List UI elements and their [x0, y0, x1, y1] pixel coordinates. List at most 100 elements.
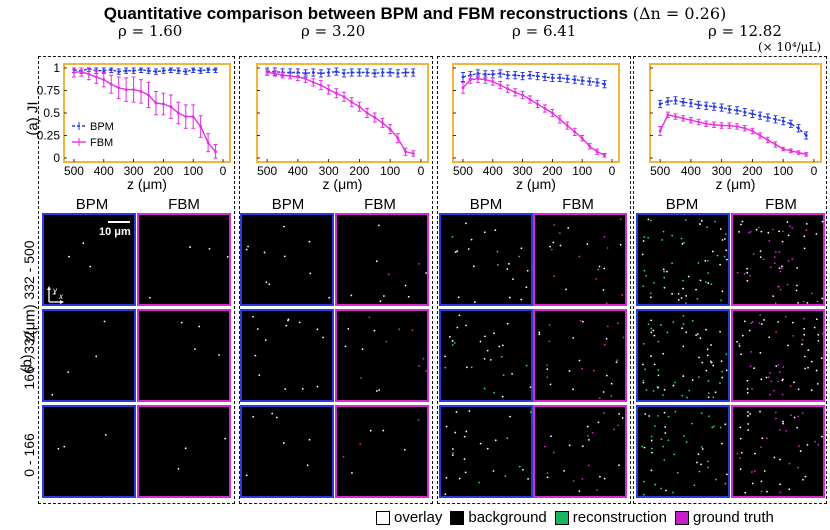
- particle-dot: [189, 246, 191, 248]
- particle-dot: [645, 388, 648, 391]
- particle-dot: [684, 302, 687, 304]
- data-point-fbm: [674, 115, 677, 118]
- data-point-fbm: [288, 74, 292, 78]
- particle-dot: [615, 361, 618, 364]
- data-point-bpm: [373, 72, 377, 75]
- data-point-bpm: [491, 72, 495, 76]
- col-header-fbm-2: FBM: [364, 196, 396, 213]
- x-tick-label: 300: [712, 164, 732, 178]
- particle-dot: [671, 262, 673, 265]
- particle-dot: [708, 415, 710, 418]
- particle-dot: [265, 281, 268, 284]
- particle-dot: [451, 344, 454, 346]
- particle-dot: [682, 322, 685, 325]
- data-point-fbm: [117, 86, 121, 90]
- particle-dot: [617, 424, 620, 427]
- particle-dot: [673, 453, 676, 456]
- particle-dot: [693, 484, 696, 487]
- data-point-fbm: [273, 72, 277, 75]
- particle-dot: [322, 336, 324, 339]
- data-point-bpm: [558, 76, 562, 80]
- particle-dot: [774, 250, 777, 253]
- particle-dot: [683, 241, 685, 244]
- particle-dot: [711, 250, 714, 253]
- particle-dot: [782, 230, 784, 233]
- particle-dot: [680, 237, 683, 240]
- particle-dot: [779, 491, 782, 494]
- particle-dot: [454, 251, 457, 254]
- particle-dot: [529, 411, 532, 414]
- particle-dot: [445, 425, 448, 428]
- col-header-bpm-4: BPM: [665, 196, 699, 213]
- data-point-bpm: [758, 114, 762, 118]
- particle-dot: [772, 295, 775, 297]
- particle-dot: [647, 323, 650, 326]
- particle-dot: [359, 443, 362, 446]
- fbm-tile-rho2-z3: [335, 405, 429, 498]
- particle-dot: [538, 331, 541, 334]
- particle-dot: [445, 476, 448, 479]
- particle-dot: [774, 302, 777, 305]
- bpm-tile-rho3-z3: [439, 405, 533, 498]
- particle-dot: [681, 327, 683, 330]
- particle-dot: [504, 475, 507, 477]
- bpm-tile-rho1-z1: [42, 213, 136, 306]
- data-point-bpm: [804, 134, 808, 137]
- data-point-bpm: [461, 75, 465, 79]
- data-point-fbm: [704, 122, 708, 126]
- data-point-fbm: [461, 86, 465, 90]
- particle-dot: [657, 414, 659, 417]
- particle-dot: [650, 319, 652, 322]
- particle-dot: [778, 267, 781, 270]
- data-point-fbm: [506, 87, 510, 91]
- particle-dot: [422, 357, 425, 360]
- particle-dot: [642, 342, 645, 345]
- particle-dot: [465, 222, 467, 225]
- x-tick-label: 300: [124, 164, 144, 178]
- particle-dot: [672, 321, 675, 324]
- particle-dot: [298, 321, 301, 324]
- particle-dot: [463, 458, 466, 460]
- figure-title-suffix: (Δn = 0.26): [632, 4, 727, 23]
- data-point-fbm: [281, 73, 284, 77]
- particle-dot: [417, 419, 420, 421]
- particle-dot: [425, 370, 428, 372]
- particle-dot: [444, 355, 446, 358]
- particle-dot: [753, 367, 755, 370]
- particle-dot: [373, 329, 376, 332]
- bpm-tile-rho2-z3: [240, 405, 334, 498]
- particle-dot: [252, 415, 255, 418]
- data-point-fbm: [513, 90, 517, 94]
- particle-dot: [697, 262, 700, 264]
- particle-dot: [652, 329, 655, 332]
- particle-dot: [696, 297, 699, 300]
- particle-dot: [498, 345, 501, 348]
- particle-dot: [308, 438, 311, 441]
- particle-dot: [486, 349, 489, 352]
- x-tick-label: 200: [153, 164, 173, 178]
- rho-label-4: ρ = 12.82: [708, 22, 782, 40]
- x-axis-label: z (μm): [516, 176, 556, 192]
- particle-dot: [548, 324, 551, 326]
- particle-dot: [747, 415, 749, 417]
- particle-dot: [662, 268, 665, 271]
- data-point-fbm: [735, 125, 739, 128]
- particle-dot: [104, 433, 107, 436]
- data-point-fbm: [396, 136, 400, 140]
- particle-dot: [700, 446, 703, 448]
- particle-dot: [603, 477, 606, 480]
- tile-dots: [342, 419, 420, 474]
- particle-dot: [760, 490, 763, 493]
- data-point-fbm: [595, 150, 599, 154]
- particle-dot: [553, 275, 555, 278]
- particle-dot: [546, 376, 549, 379]
- particle-dot: [95, 355, 98, 358]
- data-point-bpm: [161, 69, 165, 73]
- particle-dot: [724, 233, 727, 236]
- particle-dot: [466, 366, 468, 369]
- particle-dot: [816, 300, 819, 303]
- particle-dot: [641, 445, 644, 448]
- particle-dot: [671, 292, 674, 295]
- particle-dot: [455, 411, 458, 413]
- particle-dot: [815, 369, 818, 372]
